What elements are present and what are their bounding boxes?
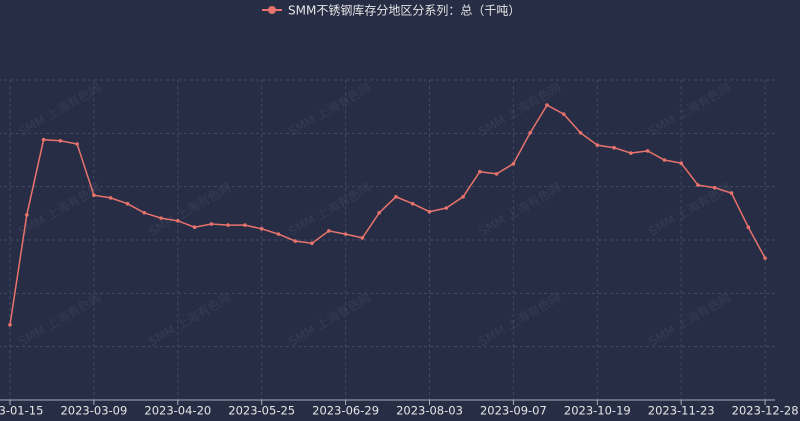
watermark: SMM 上海有色网: [16, 290, 103, 349]
point: [679, 161, 683, 165]
point: [662, 158, 667, 162]
point: [410, 201, 415, 206]
point: [478, 169, 482, 174]
watermark: SMM 上海有色网: [286, 290, 373, 349]
point: [578, 131, 583, 135]
point: [142, 211, 147, 215]
point: [243, 223, 247, 227]
watermark: SMM 上海有色网: [476, 180, 563, 239]
point: [696, 183, 700, 187]
point: [561, 112, 566, 116]
point: [461, 195, 465, 199]
legend-label: SMM不锈钢库存分地区分系列：总（千吨）: [288, 3, 520, 18]
point: [545, 103, 549, 107]
point: [645, 149, 650, 153]
point: [511, 161, 516, 166]
point: [8, 323, 12, 327]
point: [259, 227, 264, 231]
watermark: SMM 上海有色网: [646, 180, 733, 239]
watermark: SMM 上海有色网: [286, 80, 373, 139]
watermark: SMM 上海有色网: [646, 80, 733, 139]
point: [159, 216, 163, 220]
point: [226, 223, 230, 227]
watermark: SMM 上海有色网: [16, 80, 103, 139]
point: [360, 236, 365, 240]
point: [209, 222, 214, 226]
watermark: SMM 上海有色网: [476, 290, 563, 349]
legend-marker: [268, 6, 276, 14]
point: [444, 206, 449, 210]
point: [629, 151, 633, 155]
x-tick-label: 2023-10-19: [564, 404, 631, 418]
point: [41, 137, 46, 142]
x-tick-label: 2023-03-09: [60, 404, 127, 418]
point: [763, 256, 767, 260]
point: [343, 232, 348, 236]
point: [276, 232, 281, 236]
x-tick-label: 2023-09-07: [480, 404, 547, 418]
point: [595, 143, 600, 147]
point: [108, 196, 113, 200]
x-tick-label: 2023-11-23: [648, 404, 715, 418]
point: [494, 172, 499, 176]
point: [427, 209, 432, 214]
point: [24, 213, 29, 217]
x-tick-label: 2023-08-03: [396, 404, 463, 418]
x-tick-label: 2023-05-25: [228, 404, 295, 418]
x-tick-label: 2023-12-28: [732, 404, 799, 418]
watermark: SMM 上海有色网: [16, 180, 103, 239]
watermark: SMM 上海有色网: [476, 80, 563, 139]
series-line: [9, 104, 766, 325]
point: [293, 239, 298, 243]
watermark: SMM 上海有色网: [146, 290, 233, 349]
point: [729, 191, 734, 195]
point: [176, 219, 180, 223]
point: [192, 225, 197, 229]
point: [612, 145, 616, 150]
point: [746, 225, 751, 229]
point: [125, 201, 130, 206]
point: [712, 185, 717, 190]
watermark: SMM 上海有色网: [146, 180, 233, 239]
x-tick-label: 2023-04-20: [144, 404, 211, 418]
point: [394, 195, 398, 199]
point: [75, 142, 79, 146]
point: [310, 241, 314, 245]
point: [58, 139, 63, 143]
point: [92, 193, 96, 197]
watermark: SMM 上海有色网: [646, 290, 733, 349]
point: [528, 131, 532, 135]
x-tick-label: 2023-06-29: [312, 404, 379, 418]
point: [377, 211, 381, 215]
point: [327, 229, 331, 233]
x-tick-label: 2023-01-15: [0, 404, 43, 418]
